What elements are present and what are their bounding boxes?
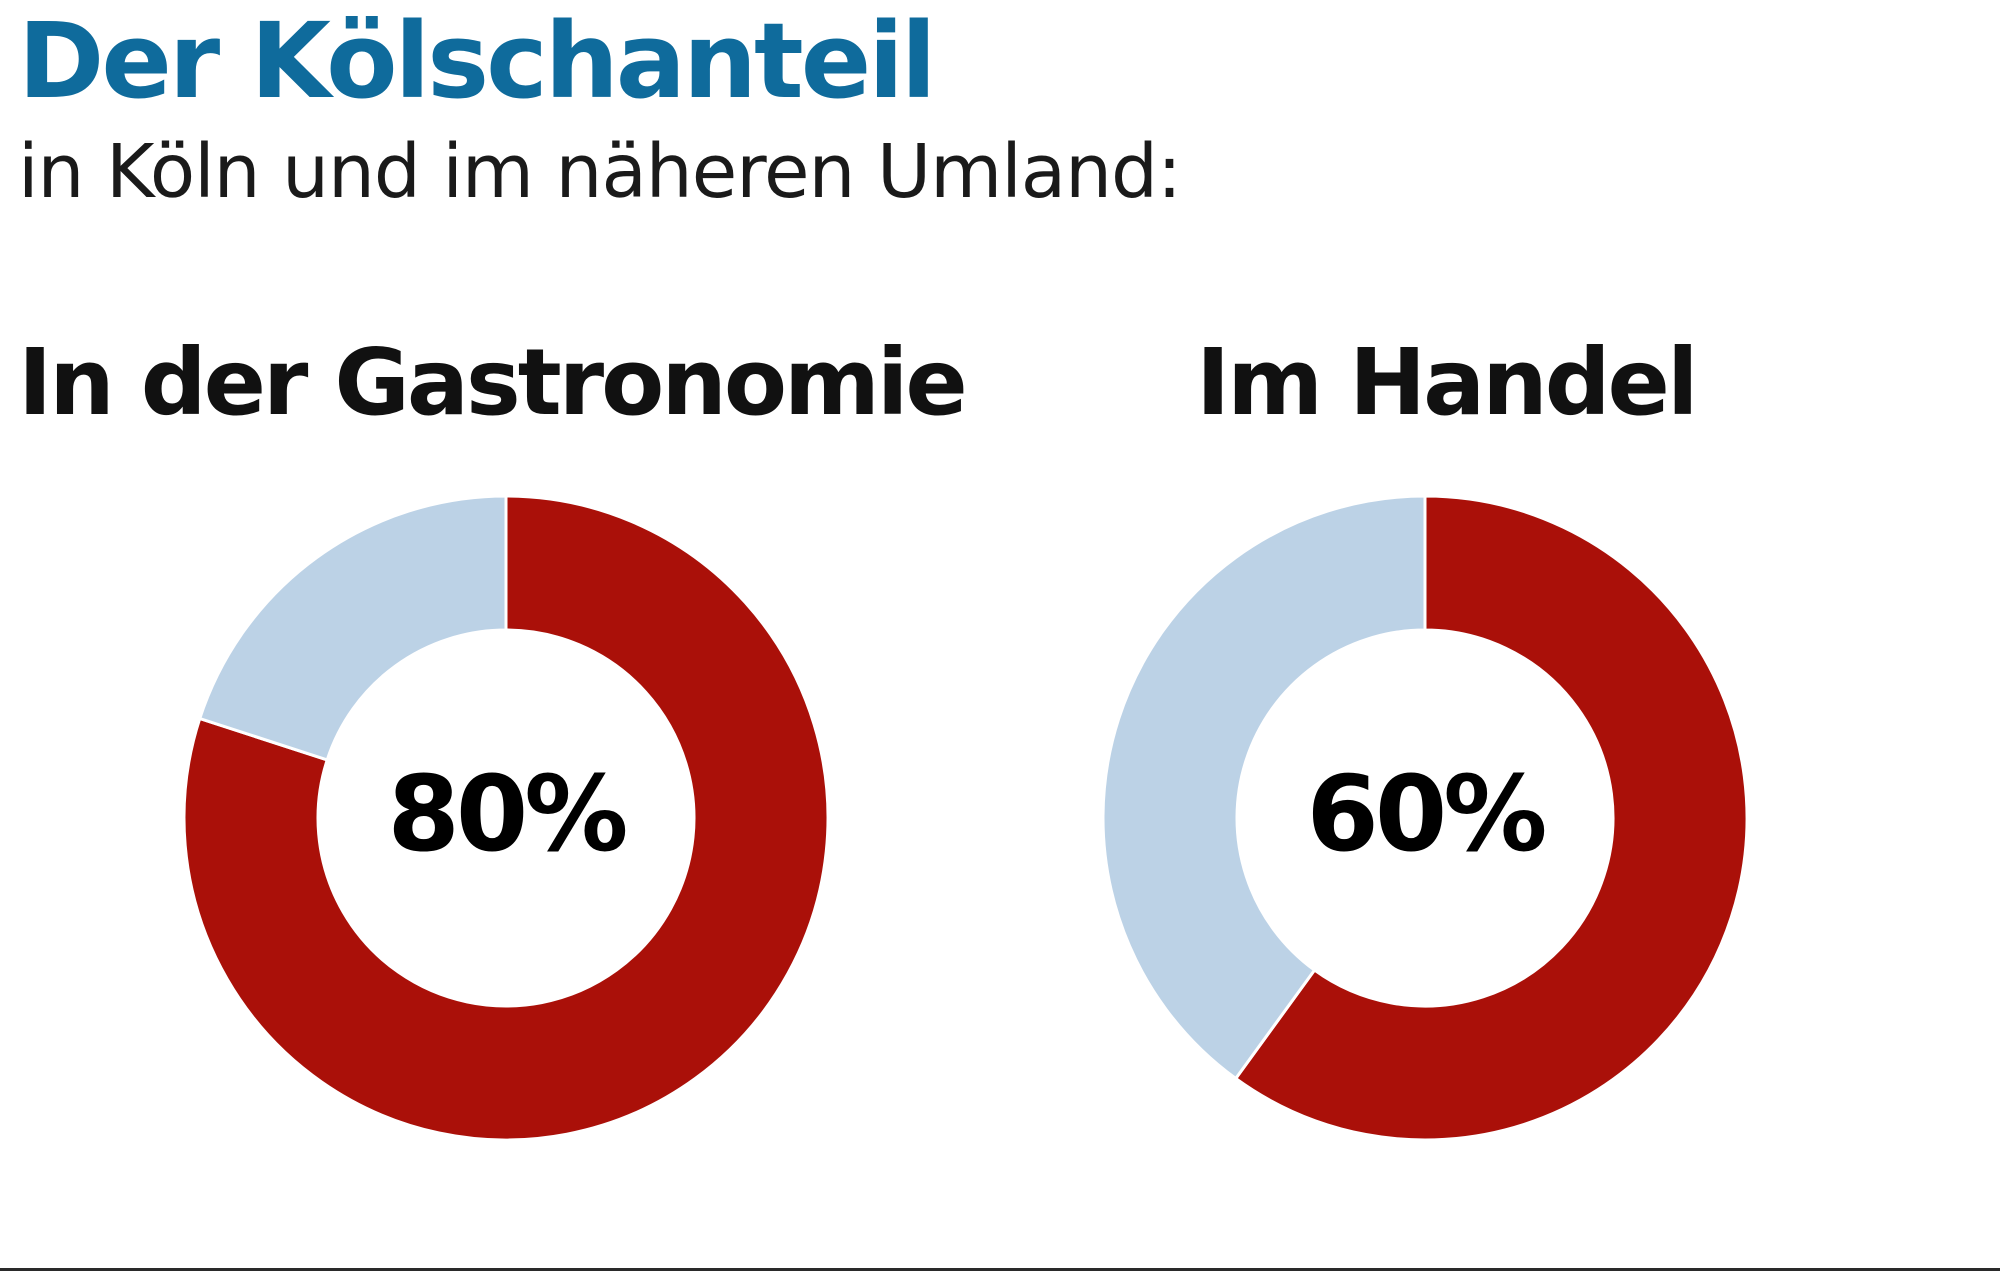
chart-title: Der Kölschanteil <box>18 0 937 122</box>
center-label-handel: 60% <box>1307 753 1545 875</box>
center-label-gastronomie: 80% <box>388 753 626 875</box>
bottom-divider <box>0 1268 2000 1271</box>
donut-slices <box>1101 494 1749 1142</box>
donut-slice-gastronomie-1 <box>197 494 508 762</box>
donut-slices <box>182 494 830 1142</box>
donut-chart-gastronomie: 80% <box>182 494 830 1142</box>
chart-subtitle: in Köln und im näheren Umland: <box>18 129 1182 215</box>
donut-chart-handel: 60% <box>1101 494 1749 1142</box>
donut-slice-handel-0 <box>1233 494 1749 1142</box>
panel-title-gastronomie: In der Gastronomie <box>18 329 968 436</box>
panel-title-handel: Im Handel <box>1196 329 1698 436</box>
donut-slice-handel-1 <box>1101 494 1427 1081</box>
donut-slice-gastronomie-0 <box>182 494 830 1142</box>
